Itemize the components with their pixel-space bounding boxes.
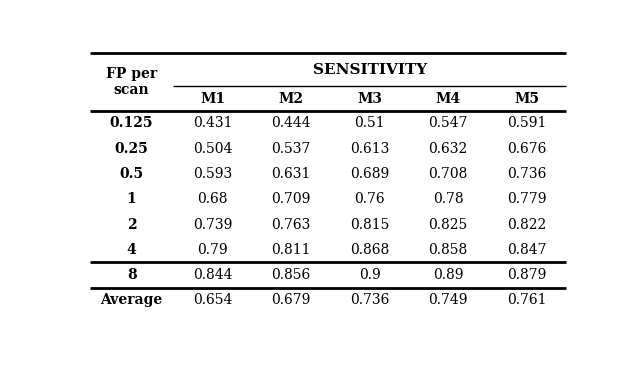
Text: 0.679: 0.679 — [271, 294, 311, 307]
Text: 0.613: 0.613 — [350, 142, 389, 156]
Text: 0.78: 0.78 — [433, 192, 463, 206]
Text: 0.654: 0.654 — [193, 294, 232, 307]
Text: 0.125: 0.125 — [110, 116, 154, 131]
Text: 0.779: 0.779 — [507, 192, 547, 206]
Text: 0.537: 0.537 — [271, 142, 311, 156]
Text: 0.547: 0.547 — [429, 116, 468, 131]
Text: M3: M3 — [357, 92, 382, 106]
Text: 0.708: 0.708 — [429, 167, 468, 181]
Text: M2: M2 — [278, 92, 303, 106]
Text: 0.815: 0.815 — [350, 217, 389, 232]
Text: M1: M1 — [200, 92, 225, 106]
Text: 0.847: 0.847 — [507, 243, 547, 257]
Text: 0.822: 0.822 — [507, 217, 547, 232]
Text: 0.811: 0.811 — [271, 243, 311, 257]
Text: 0.879: 0.879 — [507, 268, 547, 282]
Text: 0.593: 0.593 — [193, 167, 232, 181]
Text: 0.89: 0.89 — [433, 268, 463, 282]
Text: 0.25: 0.25 — [115, 142, 148, 156]
Text: 8: 8 — [127, 268, 136, 282]
Text: SENSITIVITY: SENSITIVITY — [312, 63, 427, 77]
Text: 0.591: 0.591 — [507, 116, 547, 131]
Text: M4: M4 — [436, 92, 461, 106]
Text: FP per
scan: FP per scan — [106, 67, 157, 97]
Text: 0.79: 0.79 — [197, 243, 228, 257]
Text: 0.858: 0.858 — [429, 243, 468, 257]
Text: 4: 4 — [127, 243, 136, 257]
Text: 0.763: 0.763 — [271, 217, 311, 232]
Text: 0.632: 0.632 — [429, 142, 468, 156]
Text: 0.631: 0.631 — [271, 167, 311, 181]
Text: 2: 2 — [127, 217, 136, 232]
Text: 0.504: 0.504 — [193, 142, 232, 156]
Text: 0.736: 0.736 — [507, 167, 547, 181]
Text: 0.68: 0.68 — [197, 192, 228, 206]
Text: 0.51: 0.51 — [355, 116, 385, 131]
Text: 1: 1 — [127, 192, 136, 206]
Text: 0.844: 0.844 — [193, 268, 232, 282]
Text: 0.5: 0.5 — [120, 167, 143, 181]
Text: Average: Average — [100, 294, 163, 307]
Text: 0.856: 0.856 — [271, 268, 311, 282]
Text: 0.761: 0.761 — [507, 294, 547, 307]
Text: 0.431: 0.431 — [193, 116, 232, 131]
Text: 0.749: 0.749 — [429, 294, 468, 307]
Text: 0.676: 0.676 — [507, 142, 547, 156]
Text: 0.76: 0.76 — [355, 192, 385, 206]
Text: M5: M5 — [515, 92, 540, 106]
Text: 0.825: 0.825 — [429, 217, 468, 232]
Text: 0.444: 0.444 — [271, 116, 311, 131]
Text: 0.868: 0.868 — [350, 243, 389, 257]
Text: 0.9: 0.9 — [359, 268, 381, 282]
Text: 0.739: 0.739 — [193, 217, 232, 232]
Text: 0.736: 0.736 — [350, 294, 389, 307]
Text: 0.689: 0.689 — [350, 167, 389, 181]
Text: 0.709: 0.709 — [271, 192, 311, 206]
